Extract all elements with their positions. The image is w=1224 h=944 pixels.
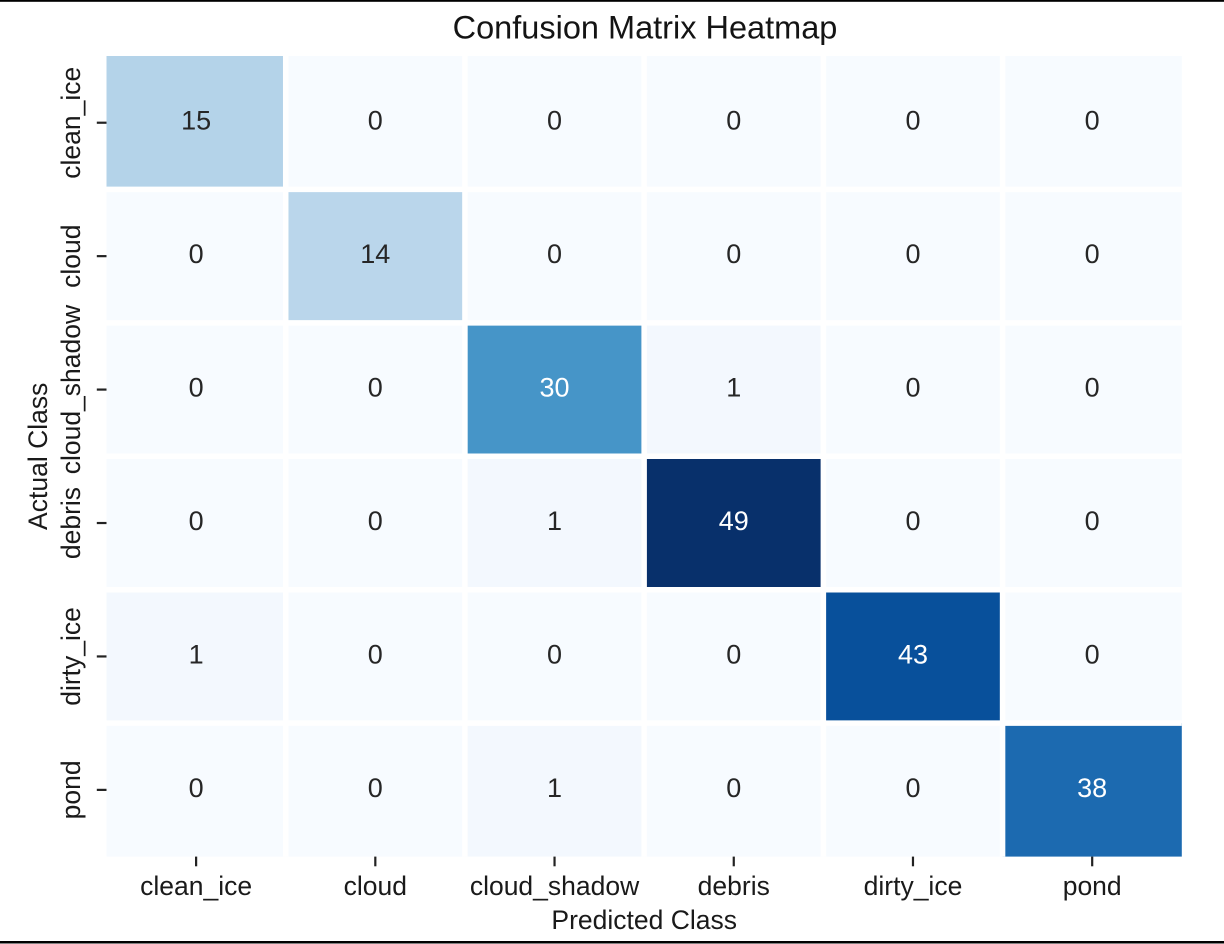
svg-text:1: 1 <box>547 506 562 536</box>
svg-text:debris: debris <box>56 487 86 559</box>
svg-text:0: 0 <box>905 773 920 803</box>
svg-text:43: 43 <box>898 639 928 669</box>
svg-text:cloud_shadow: cloud_shadow <box>470 871 640 901</box>
svg-text:0: 0 <box>368 506 383 536</box>
svg-text:15: 15 <box>181 106 211 136</box>
svg-text:49: 49 <box>719 506 749 536</box>
svg-text:0: 0 <box>189 773 204 803</box>
svg-text:clean_ice: clean_ice <box>140 871 252 901</box>
svg-text:14: 14 <box>360 239 390 269</box>
svg-text:0: 0 <box>905 239 920 269</box>
svg-text:pond: pond <box>56 760 86 819</box>
svg-text:0: 0 <box>189 373 204 403</box>
svg-text:0: 0 <box>905 506 920 536</box>
svg-text:0: 0 <box>1085 106 1100 136</box>
svg-text:dirty_ice: dirty_ice <box>56 607 86 706</box>
svg-text:0: 0 <box>905 373 920 403</box>
svg-text:cloud_shadow: cloud_shadow <box>56 304 86 474</box>
svg-text:0: 0 <box>189 506 204 536</box>
svg-text:clean_ice: clean_ice <box>56 67 86 179</box>
svg-text:0: 0 <box>1085 506 1100 536</box>
svg-text:1: 1 <box>189 639 204 669</box>
svg-text:Actual Class: Actual Class <box>23 383 53 530</box>
svg-text:pond: pond <box>1063 871 1122 901</box>
svg-text:0: 0 <box>726 773 741 803</box>
svg-text:1: 1 <box>726 373 741 403</box>
svg-text:dirty_ice: dirty_ice <box>864 871 963 901</box>
svg-text:Confusion Matrix Heatmap: Confusion Matrix Heatmap <box>453 10 838 46</box>
svg-text:0: 0 <box>726 639 741 669</box>
svg-text:0: 0 <box>368 106 383 136</box>
svg-text:cloud: cloud <box>344 871 407 901</box>
svg-text:0: 0 <box>368 773 383 803</box>
svg-text:0: 0 <box>368 639 383 669</box>
svg-text:0: 0 <box>905 106 920 136</box>
svg-text:30: 30 <box>540 373 570 403</box>
svg-text:0: 0 <box>1085 239 1100 269</box>
svg-text:debris: debris <box>698 871 770 901</box>
svg-text:cloud: cloud <box>56 224 86 287</box>
svg-text:0: 0 <box>547 239 562 269</box>
svg-text:0: 0 <box>726 239 741 269</box>
svg-text:0: 0 <box>547 639 562 669</box>
svg-text:0: 0 <box>726 106 741 136</box>
svg-text:38: 38 <box>1077 773 1107 803</box>
svg-text:0: 0 <box>189 239 204 269</box>
svg-text:1: 1 <box>547 773 562 803</box>
svg-text:0: 0 <box>547 106 562 136</box>
svg-text:0: 0 <box>1085 639 1100 669</box>
svg-text:Predicted Class: Predicted Class <box>551 905 737 935</box>
svg-text:0: 0 <box>368 373 383 403</box>
svg-text:0: 0 <box>1085 373 1100 403</box>
